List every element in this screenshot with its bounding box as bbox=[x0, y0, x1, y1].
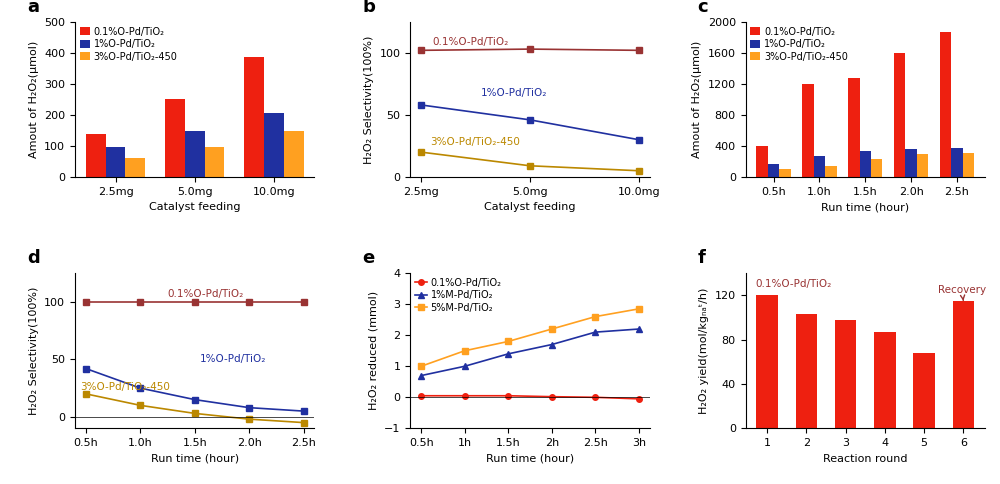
Text: 1%O-Pd/TiO₂: 1%O-Pd/TiO₂ bbox=[200, 354, 267, 363]
Bar bbox=[106, 147, 125, 177]
Text: b: b bbox=[362, 0, 375, 15]
0.1%O-Pd/TiO₂ bbox=[415, 393, 427, 399]
1%M-Pd/TiO₂ bbox=[415, 373, 427, 378]
Legend: 0.1%O-Pd/TiO₂, 1%O-Pd/TiO₂, 3%O-Pd/TiO₂-450: 0.1%O-Pd/TiO₂, 1%O-Pd/TiO₂, 3%O-Pd/TiO₂-… bbox=[78, 25, 179, 63]
Bar bbox=[756, 295, 778, 428]
Bar bbox=[871, 159, 882, 177]
Bar bbox=[802, 84, 814, 177]
Bar bbox=[860, 151, 871, 177]
Bar bbox=[894, 53, 905, 177]
0.1%O-Pd/TiO₂ bbox=[546, 394, 558, 400]
Line: 0.1%O-Pd/TiO₂: 0.1%O-Pd/TiO₂ bbox=[418, 393, 642, 402]
X-axis label: Run time (hour): Run time (hour) bbox=[821, 202, 909, 212]
Bar bbox=[779, 169, 791, 177]
X-axis label: Run time (hour): Run time (hour) bbox=[151, 454, 239, 464]
Text: f: f bbox=[698, 249, 706, 267]
Text: a: a bbox=[27, 0, 39, 15]
Bar bbox=[756, 146, 768, 177]
1%M-Pd/TiO₂ bbox=[546, 342, 558, 348]
Bar bbox=[284, 131, 304, 177]
Bar bbox=[165, 99, 185, 177]
Bar bbox=[963, 153, 974, 177]
Text: c: c bbox=[698, 0, 708, 15]
0.1%O-Pd/TiO₂ bbox=[633, 396, 645, 402]
0.1%O-Pd/TiO₂ bbox=[589, 394, 601, 400]
5%M-Pd/TiO₂ bbox=[633, 306, 645, 312]
Bar bbox=[86, 134, 106, 177]
Text: 1%O-Pd/TiO₂: 1%O-Pd/TiO₂ bbox=[480, 88, 547, 98]
Legend: 0.1%O-Pd/TiO₂, 1%M-Pd/TiO₂, 5%M-Pd/TiO₂: 0.1%O-Pd/TiO₂, 1%M-Pd/TiO₂, 5%M-Pd/TiO₂ bbox=[413, 276, 504, 315]
Text: 3%O-Pd/TiO₂-450: 3%O-Pd/TiO₂-450 bbox=[431, 136, 521, 147]
Bar bbox=[940, 32, 951, 177]
Text: 0.1%O-Pd/TiO₂: 0.1%O-Pd/TiO₂ bbox=[168, 289, 244, 299]
X-axis label: Catalyst feeding: Catalyst feeding bbox=[149, 202, 240, 212]
Text: Recovery: Recovery bbox=[938, 285, 986, 301]
Text: 0.1%O-Pd/TiO₂: 0.1%O-Pd/TiO₂ bbox=[432, 37, 508, 47]
X-axis label: Run time (hour): Run time (hour) bbox=[486, 454, 574, 464]
Y-axis label: Amout of H₂O₂(μmol): Amout of H₂O₂(μmol) bbox=[692, 41, 702, 158]
Y-axis label: H₂O₂ Selectivity(100%): H₂O₂ Selectivity(100%) bbox=[29, 287, 39, 415]
Bar bbox=[913, 353, 935, 428]
Bar bbox=[185, 131, 205, 177]
Bar bbox=[264, 113, 284, 177]
Bar bbox=[814, 156, 825, 177]
0.1%O-Pd/TiO₂ bbox=[502, 393, 514, 399]
5%M-Pd/TiO₂ bbox=[459, 348, 471, 354]
0.1%O-Pd/TiO₂ bbox=[459, 393, 471, 399]
Y-axis label: H₂O₂ Selectivity(100%): H₂O₂ Selectivity(100%) bbox=[364, 35, 374, 164]
1%M-Pd/TiO₂ bbox=[502, 351, 514, 357]
Bar bbox=[917, 154, 928, 177]
Bar bbox=[125, 158, 145, 177]
Y-axis label: H₂O₂ reduced (mmol): H₂O₂ reduced (mmol) bbox=[369, 291, 379, 410]
Y-axis label: Amout of H₂O₂(μmol): Amout of H₂O₂(μmol) bbox=[29, 41, 39, 158]
Text: 0.1%O-Pd/TiO₂: 0.1%O-Pd/TiO₂ bbox=[755, 279, 831, 289]
Bar bbox=[953, 301, 974, 428]
5%M-Pd/TiO₂ bbox=[502, 338, 514, 344]
Bar bbox=[951, 148, 963, 177]
Legend: 0.1%O-Pd/TiO₂, 1%O-Pd/TiO₂, 3%O-Pd/TiO₂-450: 0.1%O-Pd/TiO₂, 1%O-Pd/TiO₂, 3%O-Pd/TiO₂-… bbox=[748, 25, 850, 63]
Line: 1%M-Pd/TiO₂: 1%M-Pd/TiO₂ bbox=[418, 326, 642, 378]
1%M-Pd/TiO₂ bbox=[633, 326, 645, 332]
5%M-Pd/TiO₂ bbox=[415, 363, 427, 369]
Bar bbox=[835, 320, 856, 428]
Text: e: e bbox=[362, 249, 375, 267]
Bar bbox=[848, 78, 860, 177]
Bar bbox=[205, 147, 224, 177]
1%M-Pd/TiO₂ bbox=[459, 363, 471, 369]
Bar bbox=[825, 166, 837, 177]
Bar bbox=[768, 164, 779, 177]
5%M-Pd/TiO₂ bbox=[546, 326, 558, 332]
X-axis label: Catalyst feeding: Catalyst feeding bbox=[484, 202, 576, 212]
1%M-Pd/TiO₂ bbox=[589, 329, 601, 335]
Bar bbox=[874, 332, 896, 428]
Text: d: d bbox=[27, 249, 40, 267]
Bar bbox=[244, 57, 264, 177]
Text: 3%O-Pd/TiO₂-450: 3%O-Pd/TiO₂-450 bbox=[80, 382, 170, 393]
Bar bbox=[905, 150, 917, 177]
Line: 5%M-Pd/TiO₂: 5%M-Pd/TiO₂ bbox=[418, 306, 642, 369]
Bar bbox=[796, 314, 817, 428]
5%M-Pd/TiO₂ bbox=[589, 314, 601, 319]
Y-axis label: H₂O₂ yield(mol/kgₙₐᵗ/h): H₂O₂ yield(mol/kgₙₐᵗ/h) bbox=[699, 287, 709, 414]
X-axis label: Reaction round: Reaction round bbox=[823, 454, 908, 464]
